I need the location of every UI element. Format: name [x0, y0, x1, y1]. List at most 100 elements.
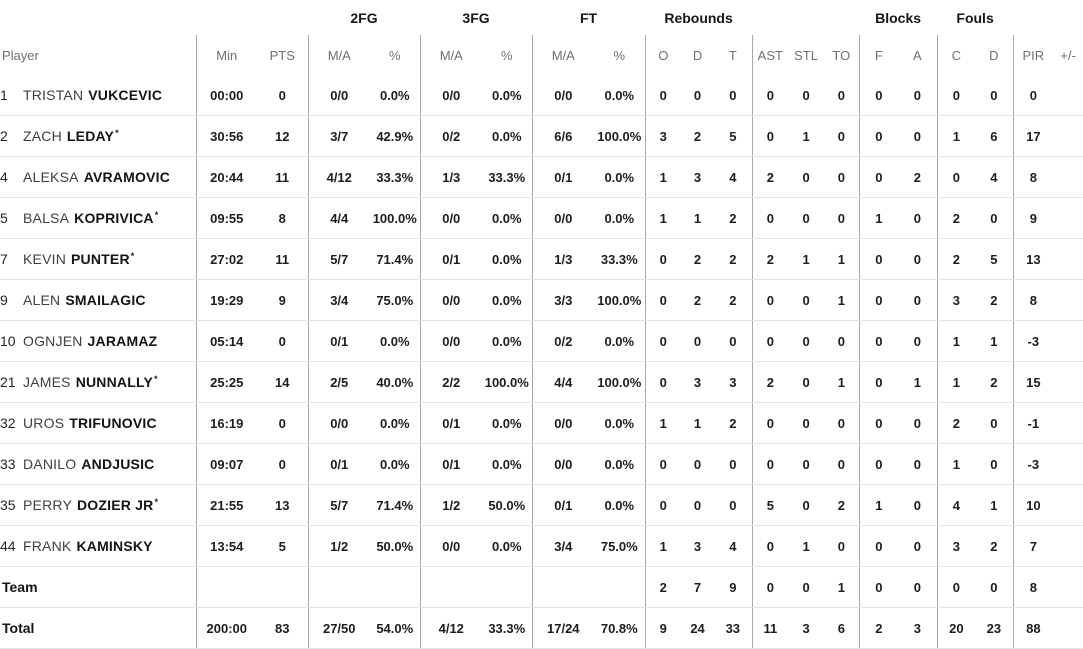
player-last-name: KOPRIVICA: [74, 210, 154, 226]
jersey-number: 10: [0, 333, 16, 349]
foul-c-cell: 0: [936, 566, 976, 608]
jersey-number: 1: [0, 87, 8, 103]
fg2-ma-cell: 3/7: [307, 115, 370, 157]
ft-ma-cell: 0/0: [531, 402, 595, 444]
fg3-ma-cell: 0/0: [419, 320, 483, 362]
stl-cell: 0: [788, 361, 825, 403]
plus-minus-cell: [1053, 238, 1083, 280]
pts-cell: 11: [257, 238, 308, 280]
blk-a-cell: 0: [898, 484, 938, 526]
to-cell: 6: [824, 607, 860, 649]
fg2-pct-cell: 0.0%: [370, 75, 421, 116]
player-last-name: DOZIER JR: [76, 497, 154, 513]
fg2-pct-cell: 71.4%: [370, 484, 421, 526]
starter-mark: *: [154, 210, 159, 220]
col-3fg-ma: M/A: [419, 35, 483, 75]
pir-cell: -1: [1012, 402, 1054, 444]
ft-ma-cell: 3/4: [531, 525, 595, 567]
ft-pct-cell: 0.0%: [594, 320, 646, 362]
group-2fg: 2FG: [350, 9, 378, 26]
col-plus-minus: +/-: [1060, 47, 1076, 63]
col-blk-f: F: [858, 35, 899, 75]
pir-cell: 7: [1012, 525, 1054, 567]
player-first-name: PERRY: [23, 497, 72, 513]
reb-o-cell: 0: [644, 320, 682, 362]
blk-a-cell: 0: [898, 566, 938, 608]
col-2fg-pct: %: [388, 47, 401, 63]
ft-ma-cell: 0/0: [531, 443, 595, 485]
jersey-number: 2: [0, 128, 8, 144]
min-cell: 09:07: [195, 443, 257, 485]
foul-c-cell: 3: [936, 279, 976, 321]
to-cell: 1: [824, 279, 860, 321]
ast-cell: 5: [751, 484, 789, 526]
group-header-row: 2FG 3FG FT Rebounds Blocks Fouls: [0, 0, 1083, 35]
foul-c-cell: 4: [936, 484, 976, 526]
group-rebounds: Rebounds: [664, 9, 733, 26]
blk-f-cell: 0: [858, 525, 899, 567]
total-row: Total 200:00 83 27/50 54.0% 4/12 33.3% 1…: [0, 607, 1083, 649]
fg2-ma-cell: 1/2: [307, 525, 370, 567]
plus-minus-cell: [1053, 607, 1083, 649]
col-min: Min: [195, 35, 257, 75]
player-first-name: UROS: [23, 415, 65, 431]
player-rows: 1 TRISTAN VUKCEVIC 00:00 0 0/0 0.0% 0/0 0.…: [0, 75, 1083, 567]
player-row: 32 UROS TRIFUNOVIC 16:19 0 0/0 0.0% 0/1 0.…: [0, 402, 1083, 444]
fg3-ma-cell: 1/2: [419, 484, 483, 526]
ft-ma-cell: 6/6: [531, 115, 595, 157]
reb-d-cell: 3: [681, 361, 715, 403]
ft-ma-cell: 0/0: [531, 197, 595, 239]
reb-d-cell: 1: [681, 197, 715, 239]
fg3-pct-cell: 0.0%: [482, 279, 533, 321]
fg2-pct-cell: 71.4%: [370, 238, 421, 280]
player-last-name: TRIFUNOVIC: [69, 415, 157, 431]
player-first-name: FRANK: [23, 538, 72, 554]
fg2-ma-cell: 5/7: [307, 238, 370, 280]
fg2-ma-cell: 0/0: [307, 402, 370, 444]
plus-minus-cell: [1053, 75, 1083, 116]
foul-d-cell: 23: [975, 607, 1014, 649]
pts-cell: 0: [257, 75, 308, 116]
to-cell: 0: [824, 320, 860, 362]
ft-ma-cell: [531, 566, 595, 608]
fg3-pct-cell: 0.0%: [482, 443, 533, 485]
col-foul-d: D: [989, 47, 999, 63]
foul-d-cell: 4: [975, 156, 1014, 198]
player-cell: 4 ALEKSA AVRAMOVIC: [0, 156, 196, 198]
foul-d-cell: 0: [975, 75, 1014, 116]
pir-cell: 8: [1012, 279, 1054, 321]
pts-cell: 12: [257, 115, 308, 157]
blk-f-cell: 0: [858, 279, 899, 321]
fg2-ma-cell: [307, 566, 370, 608]
stl-cell: 1: [788, 525, 825, 567]
ft-pct-cell: 0.0%: [594, 402, 646, 444]
ast-cell: 11: [751, 607, 789, 649]
min-cell: 00:00: [195, 75, 257, 116]
player-cell: 35 PERRY DOZIER JR*: [0, 484, 196, 526]
ft-pct-cell: 100.0%: [594, 115, 646, 157]
col-reb-d: D: [692, 47, 703, 63]
foul-c-cell: 0: [936, 75, 976, 116]
pir-cell: 17: [1012, 115, 1054, 157]
reb-o-cell: 1: [644, 402, 682, 444]
player-cell: 2 ZACH LEDAY*: [0, 115, 196, 157]
player-cell: 10 OGNJEN JARAMAZ: [0, 320, 196, 362]
player-row: 4 ALEKSA AVRAMOVIC 20:44 11 4/12 33.3% 1/3…: [0, 156, 1083, 198]
foul-c-cell: 2: [936, 402, 976, 444]
reb-t-cell: 33: [714, 607, 753, 649]
ast-cell: 0: [751, 402, 789, 444]
ft-ma-cell: 0/1: [531, 156, 595, 198]
to-cell: 1: [824, 238, 860, 280]
reb-d-cell: 0: [681, 320, 715, 362]
player-row: 35 PERRY DOZIER JR* 21:55 13 5/7 71.4% 1/2…: [0, 484, 1083, 526]
to-cell: 0: [824, 197, 860, 239]
stl-cell: 0: [788, 566, 825, 608]
player-first-name: OGNJEN: [23, 333, 83, 349]
ast-cell: 0: [751, 115, 789, 157]
reb-d-cell: 0: [681, 443, 715, 485]
ft-pct-cell: [594, 566, 646, 608]
reb-o-cell: 0: [644, 279, 682, 321]
ft-pct-cell: 0.0%: [594, 443, 646, 485]
col-reb-o: O: [644, 35, 682, 75]
blk-a-cell: 1: [898, 361, 938, 403]
